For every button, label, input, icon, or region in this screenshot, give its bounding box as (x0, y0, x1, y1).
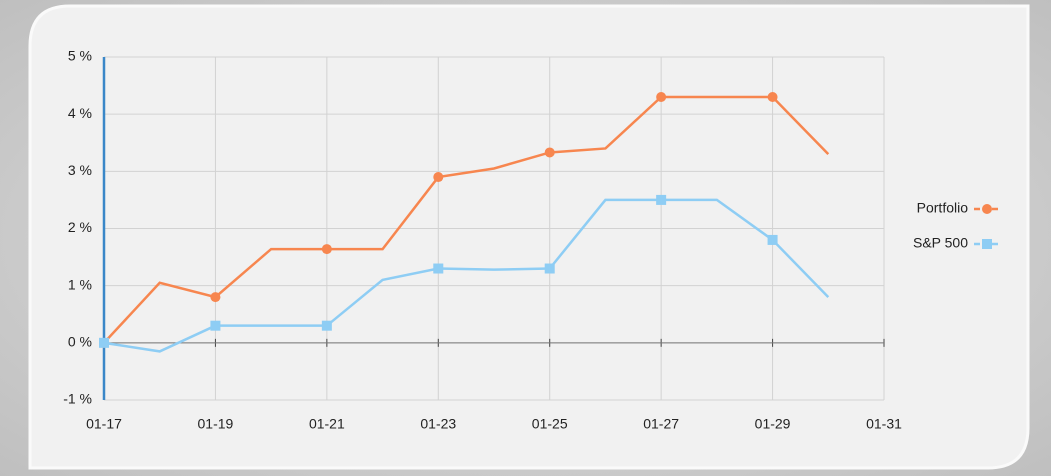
x-tick-label: 01-27 (643, 416, 679, 432)
card (28, 4, 1030, 470)
data-point (210, 320, 221, 331)
legend-label: Portfolio (917, 200, 969, 216)
x-tick-label: 01-21 (309, 416, 345, 432)
data-point (321, 244, 332, 255)
x-tick-label: 01-23 (420, 416, 456, 432)
legend-marker (982, 239, 992, 249)
y-tick-label: 5 % (68, 48, 92, 64)
data-point (767, 92, 778, 103)
x-tick-label: 01-17 (86, 416, 122, 432)
data-point (544, 147, 555, 158)
y-tick-label: -1 % (63, 391, 92, 407)
y-tick-label: 0 % (68, 334, 92, 350)
data-point (433, 263, 444, 274)
x-tick-label: 01-19 (198, 416, 234, 432)
data-point (433, 172, 444, 183)
data-point (656, 194, 667, 205)
data-point (210, 292, 221, 303)
x-tick-label: 01-31 (866, 416, 902, 432)
y-tick-label: 3 % (68, 162, 92, 178)
series-line (103, 95, 830, 344)
data-point (99, 337, 109, 348)
legend-label: S&P 500 (913, 235, 968, 251)
legend-marker (982, 204, 992, 214)
data-point (544, 263, 555, 274)
y-tick-label: 4 % (68, 105, 92, 121)
y-tick-label: 2 % (68, 219, 92, 235)
x-tick-label: 01-29 (755, 416, 791, 432)
y-tick-label: 1 % (68, 276, 92, 292)
series-line (103, 198, 830, 353)
data-point (656, 92, 667, 103)
data-point (767, 234, 778, 245)
x-tick-label: 01-25 (532, 416, 568, 432)
data-point (321, 320, 332, 331)
